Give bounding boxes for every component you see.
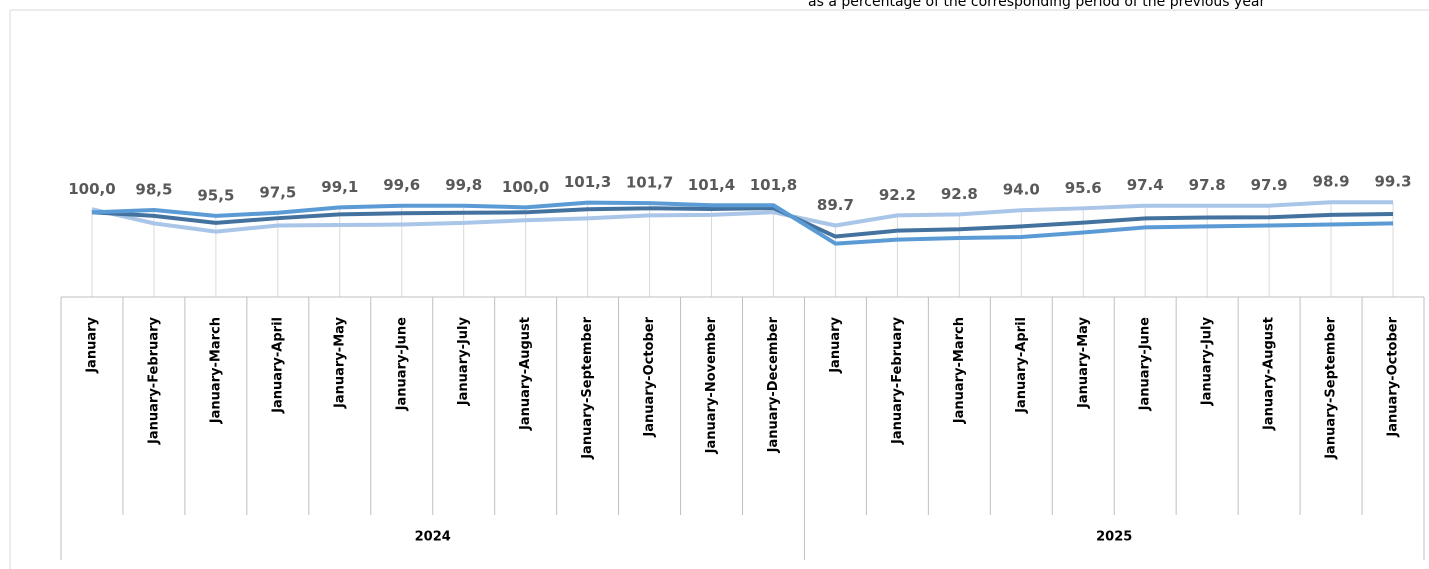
x-tick-label: January-February — [146, 316, 161, 444]
series-line — [91, 200, 1394, 246]
data-label: 95,5 — [197, 186, 234, 204]
data-label: 94.0 — [1003, 181, 1040, 199]
data-label: 97.9 — [1251, 176, 1288, 194]
x-tick-label: January-April — [270, 317, 285, 414]
data-label: 101,8 — [750, 176, 797, 194]
data-label: 101,3 — [564, 173, 611, 191]
data-label: 100,0 — [502, 178, 549, 196]
x-tick-label: January-March — [208, 317, 223, 424]
data-label: 100,0 — [68, 180, 115, 198]
data-label: 98,5 — [135, 180, 172, 198]
x-tick-label: January-August — [1262, 317, 1277, 431]
x-tick-label: January-June — [394, 317, 409, 412]
x-tick-label: January — [84, 316, 99, 373]
data-label: 89.7 — [817, 196, 854, 214]
x-tick-label: January-September — [580, 316, 595, 459]
chart-subtitle: as a percentage of the corresponding per… — [808, 0, 1266, 10]
x-tick-label: January-August — [518, 317, 533, 431]
x-tick-label: January-November — [704, 316, 719, 454]
data-label: 97.4 — [1127, 176, 1164, 194]
data-label: 95.6 — [1065, 179, 1102, 197]
x-tick-label: January-February — [890, 316, 905, 444]
data-label: 99,1 — [321, 178, 358, 196]
x-tick-label: January-July — [1200, 316, 1215, 406]
x-tick-label: January-July — [456, 316, 471, 406]
x-tick-label: January-March — [952, 317, 967, 424]
series-line — [91, 206, 1394, 239]
group-label: 2024 — [415, 530, 451, 545]
data-label: 92.8 — [941, 185, 978, 203]
data-label: 97,5 — [259, 183, 296, 201]
data-label: 99,8 — [445, 176, 482, 194]
x-tick-label: January-October — [642, 316, 657, 437]
data-label: 92.2 — [879, 186, 916, 204]
data-label: 97.8 — [1189, 176, 1226, 194]
data-label: 98.9 — [1313, 173, 1350, 191]
x-tick-label: January-April — [1014, 317, 1029, 414]
data-label: 99,6 — [383, 176, 420, 194]
data-label: 101,4 — [688, 176, 735, 194]
group-label: 2025 — [1096, 530, 1132, 545]
x-tick-label: January-June — [1138, 317, 1153, 412]
data-label: 99.3 — [1375, 173, 1412, 191]
x-tick-label: January-September — [1324, 316, 1339, 459]
x-tick-label: January-October — [1386, 316, 1401, 437]
x-tick-label: January-May — [332, 316, 347, 408]
series-line — [91, 200, 1394, 234]
x-tick-label: January-December — [766, 316, 781, 453]
data-label: 101,7 — [626, 174, 673, 192]
x-tick-label: January-May — [1076, 316, 1091, 408]
x-tick-label: January — [828, 316, 843, 373]
